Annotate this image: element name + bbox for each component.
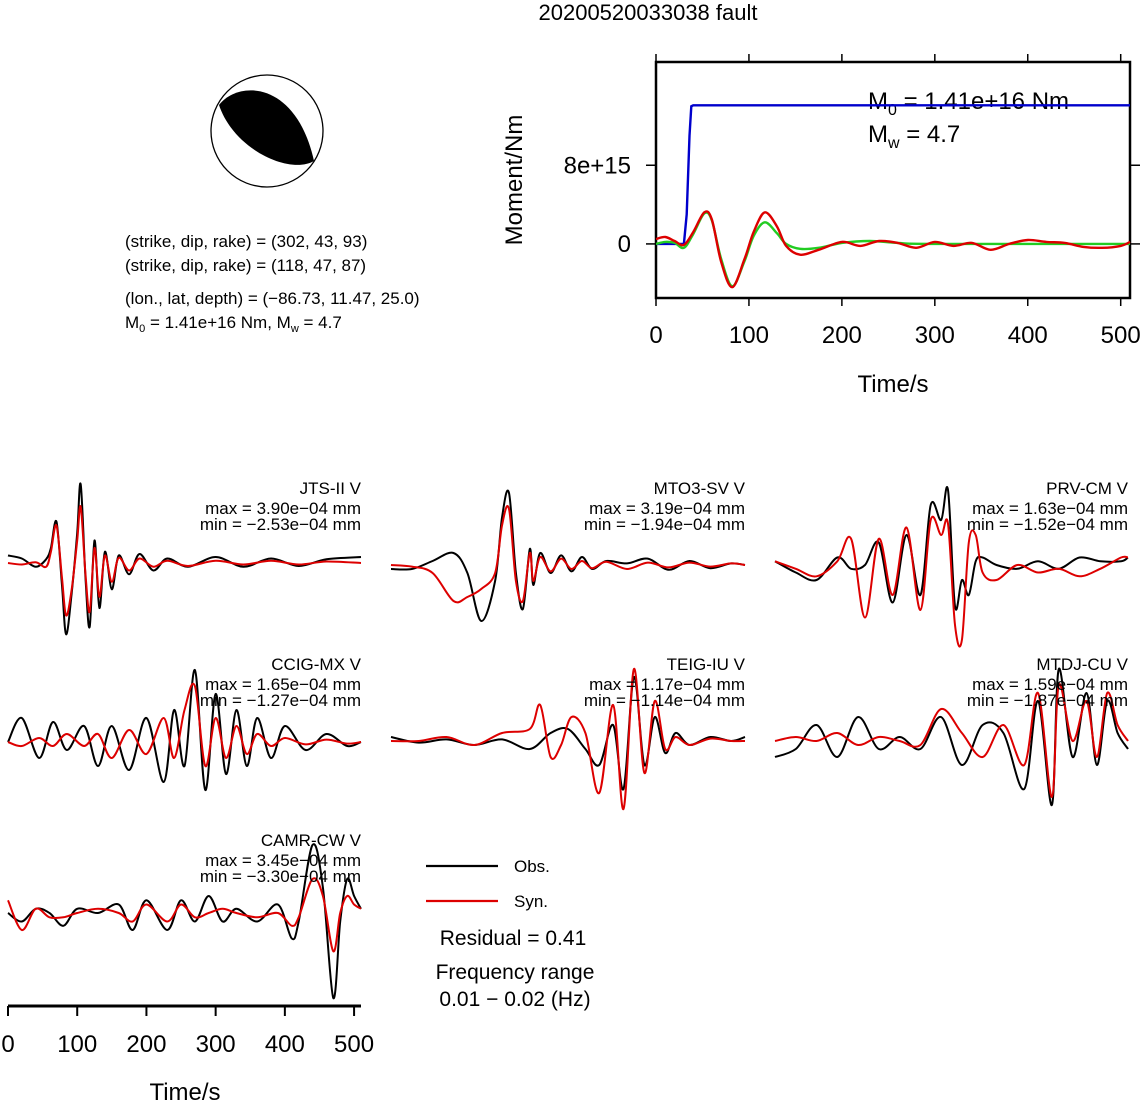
moment-xtick-label: 200 bbox=[822, 322, 862, 349]
station-min-amplitude: min = −1.52e−04 mm bbox=[967, 515, 1128, 534]
station-name: MTO3-SV V bbox=[654, 479, 746, 498]
moment-xtick-label: 100 bbox=[729, 322, 769, 349]
station-xtick-label: 0 bbox=[1, 1031, 14, 1058]
synthetic-waveform bbox=[390, 667, 746, 811]
station-name: JTS-II V bbox=[300, 479, 362, 498]
nodal-plane-1: (strike, dip, rake) = (302, 43, 93) bbox=[125, 232, 367, 251]
station-name: CAMR-CW V bbox=[261, 831, 362, 850]
beachball-compressional-quadrant bbox=[219, 90, 314, 165]
station-time-axis: Time/s 0 100 200 300 400 500 bbox=[1, 1004, 374, 1104]
station-max-amplitude: max = 1.17e−04 mm bbox=[589, 675, 745, 694]
moment-rate-plot: Moment/Nm Time/s M0 = 1.41e+16 Nm Mw = 4… bbox=[501, 54, 1141, 398]
synthetic-waveform bbox=[7, 877, 362, 953]
synthetic-waveform bbox=[7, 682, 362, 768]
observed-waveform bbox=[774, 486, 1129, 611]
legend-obs-label: Obs. bbox=[514, 857, 550, 876]
station-min-amplitude: min = −1.87e−04 mm bbox=[967, 691, 1128, 710]
observed-waveform bbox=[7, 482, 362, 636]
station-max-amplitude: max = 1.65e−04 mm bbox=[205, 675, 361, 694]
station-max-amplitude: max = 1.59e−04 mm bbox=[972, 675, 1128, 694]
station-name: MTDJ-CU V bbox=[1036, 655, 1128, 674]
moment-ytick-label: 0 bbox=[618, 231, 631, 258]
moment-xtick-label: 0 bbox=[649, 322, 662, 349]
station-xtick-label: 100 bbox=[57, 1031, 97, 1058]
station-xtick-label: 300 bbox=[196, 1031, 236, 1058]
moment-series-green-line bbox=[655, 211, 1131, 288]
station-min-amplitude: min = −2.53e−04 mm bbox=[200, 515, 361, 534]
moment-series-blue-line bbox=[656, 104, 1130, 246]
nodal-plane-2: (strike, dip, rake) = (118, 47, 87) bbox=[125, 256, 366, 275]
station-xtick-label: 500 bbox=[334, 1031, 374, 1058]
station-min-amplitude: min = −3.30e−04 mm bbox=[200, 867, 361, 886]
station-xtick-label: 200 bbox=[126, 1031, 166, 1058]
figure-title: 20200520033038 fault bbox=[539, 0, 758, 25]
moment-plot-m0-annotation: M0 = 1.41e+16 Nm bbox=[868, 88, 1069, 119]
hypocenter-location: (lon., lat, depth) = (−86.73, 11.47, 25.… bbox=[125, 289, 420, 308]
station-min-amplitude: min = −1.27e−04 mm bbox=[200, 691, 361, 710]
station-name: CCIG-MX V bbox=[271, 655, 361, 674]
moment-xtick-label: 500 bbox=[1101, 322, 1141, 349]
station-max-amplitude: max = 1.63e−04 mm bbox=[972, 499, 1128, 518]
station-name: PRV-CM V bbox=[1046, 479, 1129, 498]
moment-ytick-label: 8e+15 bbox=[564, 152, 631, 179]
synthetic-waveform bbox=[7, 505, 362, 617]
moment-xtick-label: 400 bbox=[1008, 322, 1048, 349]
moment-series-red-line bbox=[655, 210, 1131, 289]
moment-plot-frame bbox=[654, 60, 1132, 300]
station-max-amplitude: max = 3.19e−04 mm bbox=[589, 499, 745, 518]
station-xtick-label: 400 bbox=[265, 1031, 305, 1058]
station-name: TEIG-IU V bbox=[667, 655, 746, 674]
station-min-amplitude: min = −1.94e−04 mm bbox=[584, 515, 745, 534]
synthetic-waveform bbox=[390, 505, 746, 604]
synthetic-waveform bbox=[774, 515, 1129, 648]
frequency-range-value: 0.01 − 0.02 (Hz) bbox=[439, 988, 590, 1011]
station-max-amplitude: max = 3.90e−04 mm bbox=[205, 499, 361, 518]
station-axis-xlabel: Time/s bbox=[149, 1079, 220, 1104]
moment-magnitude-line: M0 = 1.41e+16 Nm, Mw = 4.7 bbox=[125, 313, 342, 335]
observed-waveform bbox=[7, 843, 362, 1000]
moment-xtick-label: 300 bbox=[915, 322, 955, 349]
synthetic-waveform bbox=[774, 683, 1129, 799]
legend-syn-label: Syn. bbox=[514, 892, 548, 911]
residual-text: Residual = 0.41 bbox=[440, 927, 587, 950]
frequency-range-label: Frequency range bbox=[436, 961, 595, 984]
focal-mechanism-beachball bbox=[210, 74, 324, 188]
moment-plot-xlabel: Time/s bbox=[857, 371, 928, 398]
moment-plot-ylabel: Moment/Nm bbox=[501, 115, 528, 246]
moment-plot-mw-annotation: Mw = 4.7 bbox=[868, 121, 960, 152]
legend: Obs. Syn. bbox=[426, 857, 550, 911]
station-max-amplitude: max = 3.45e−04 mm bbox=[205, 851, 361, 870]
station-min-amplitude: min = −1.14e−04 mm bbox=[584, 691, 745, 710]
